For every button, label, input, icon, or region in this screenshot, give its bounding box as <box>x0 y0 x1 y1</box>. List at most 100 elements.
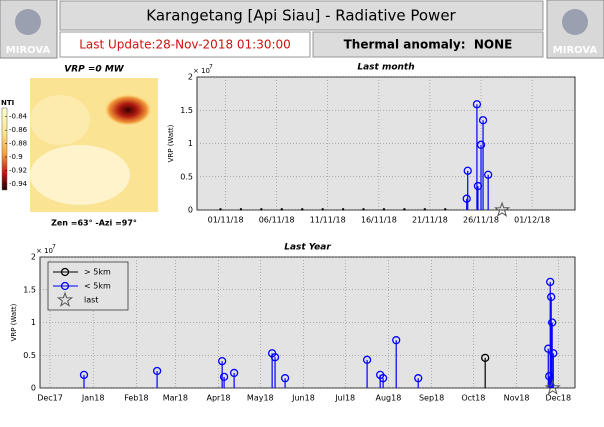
circle-marker <box>476 140 486 149</box>
stem-point <box>462 194 471 210</box>
stem-point <box>423 208 427 211</box>
circle-marker <box>270 353 280 362</box>
stem-point <box>493 201 511 217</box>
stem-point <box>481 353 490 388</box>
stem-point <box>217 356 227 388</box>
stem-point <box>219 208 222 211</box>
x-tick-label: Oct18 <box>461 394 485 403</box>
x-tick-label: Jan18 <box>81 394 105 403</box>
y-tick-label: 0.5 <box>180 172 193 181</box>
circle-marker <box>217 356 227 366</box>
circle-marker <box>414 374 423 383</box>
dot-marker <box>321 208 324 211</box>
stem-point <box>463 166 472 210</box>
stem-point <box>548 318 557 388</box>
y-scale-exponent: 7 <box>209 64 213 71</box>
dot-marker <box>301 208 304 211</box>
circle-marker <box>546 277 555 287</box>
dot-marker <box>341 208 345 211</box>
logo-icon <box>562 9 588 35</box>
stem-point <box>382 208 386 211</box>
stem-point <box>270 353 280 388</box>
image-title: VRP =0 MW <box>64 65 125 75</box>
x-tick-label: 21/11/18 <box>412 216 448 225</box>
stem-point <box>229 368 239 388</box>
y-tick-label: 1 <box>31 318 36 327</box>
x-tick-label: 06/11/18 <box>259 216 295 225</box>
x-tick-label: Jun18 <box>291 394 315 403</box>
y-tick-label: 1.5 <box>180 106 193 115</box>
colorbar-tick-label: -0.86 <box>9 126 28 134</box>
y-scale-exponent: 7 <box>52 244 56 251</box>
star-marker <box>544 379 561 395</box>
logo-text: MIROVA <box>6 45 51 56</box>
x-tick-label: 01/11/18 <box>208 216 244 225</box>
stem-point <box>362 208 365 211</box>
dot-marker <box>362 208 365 211</box>
x-tick-label: 11/11/18 <box>310 216 346 225</box>
thermal-anomaly: Thermal anomaly: NONE <box>344 38 513 52</box>
dot-marker <box>382 208 386 211</box>
y-tick-label: 2 <box>188 73 193 82</box>
update-box <box>59 31 311 58</box>
legend-label: > 5km <box>84 268 111 277</box>
stem-point <box>321 208 324 211</box>
logo-text: MIROVA <box>553 45 598 56</box>
page-title: Karangetang [Api Siau] - Radiative Power <box>146 7 456 25</box>
stem-point <box>476 140 486 210</box>
x-tick-label: Nov18 <box>504 394 530 403</box>
y-scale-label: × 10 <box>36 247 53 255</box>
colorbar-tick-label: -0.84 <box>9 113 28 121</box>
y-tick-label: 2 <box>31 253 36 262</box>
circle-marker <box>152 366 162 376</box>
circle-marker <box>548 318 557 327</box>
dot-marker <box>423 208 427 211</box>
y-tick-label: 0.5 <box>23 351 36 360</box>
star-marker <box>493 201 511 217</box>
legend-box <box>47 261 129 311</box>
x-tick-label: Dec17 <box>37 394 63 403</box>
circle-marker <box>392 336 401 345</box>
stem-point <box>301 208 304 211</box>
stem-point <box>79 370 89 388</box>
x-tick-label: Dec18 <box>545 394 571 403</box>
x-tick-label: Sep18 <box>419 394 444 403</box>
last-update: Last Update:28-Nov-2018 01:30:00 <box>79 38 291 52</box>
stem-point <box>472 100 482 210</box>
stem-point <box>478 116 488 210</box>
colorbar-tick-label: -0.92 <box>9 167 27 175</box>
image-caption: Zen =63° -Azi =97° <box>51 219 137 228</box>
dot-marker <box>239 208 243 211</box>
chart-title: Last Year <box>284 243 331 253</box>
x-tick-label: May18 <box>247 394 274 403</box>
x-tick-label: Jul18 <box>334 394 355 403</box>
x-tick-label: Apr18 <box>207 394 231 403</box>
y-axis-label: VRP (Watt) <box>167 124 175 162</box>
stem-point <box>484 170 493 210</box>
stem-point <box>239 208 243 211</box>
x-tick-label: 16/11/18 <box>361 216 397 225</box>
circle-marker <box>60 267 70 277</box>
y-tick-label: 0 <box>188 206 193 215</box>
circle-marker <box>462 194 471 203</box>
stem-point <box>378 374 388 388</box>
circle-marker <box>378 374 388 383</box>
stem-point <box>546 277 555 388</box>
circle-marker <box>478 116 488 125</box>
circle-marker <box>547 292 556 302</box>
chart-title: Last month <box>357 63 414 73</box>
stem-point <box>544 379 561 395</box>
dot-marker <box>403 208 406 211</box>
circle-marker <box>484 170 493 179</box>
colorbar-tick-label: -0.88 <box>9 140 27 148</box>
circle-marker <box>219 372 229 382</box>
circle-marker <box>549 349 558 358</box>
circle-marker <box>60 281 70 291</box>
stem-point <box>414 374 423 388</box>
circle-marker <box>481 353 490 363</box>
stem-point <box>341 208 345 211</box>
x-tick-label: Aug18 <box>375 394 401 403</box>
y-scale-label: × 10 <box>193 67 210 75</box>
circle-marker <box>362 355 372 364</box>
